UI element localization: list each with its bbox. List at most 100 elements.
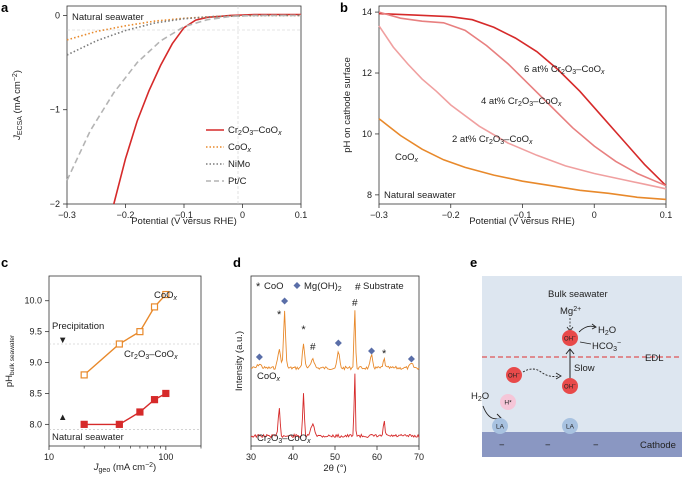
panel-c-ylabel: pHbulk seawater: [4, 334, 16, 387]
oh-ion-top: [562, 330, 578, 346]
panel-a-xtick-label: −0.2: [117, 210, 135, 220]
panel-c-ytick-label: 10.0: [24, 296, 42, 306]
panel-c-point: [136, 328, 144, 336]
mgoh2-diamond-marker: [334, 339, 342, 347]
panel-c-point: [115, 420, 123, 428]
panel-c-ylabel-sub: bulk seawater: [9, 334, 16, 375]
diffusion-arrowhead-icon: [555, 372, 562, 380]
panel-d-legend: * CoO Mg(OH)2 # Substrate: [256, 281, 404, 293]
cathode-region: [482, 432, 682, 457]
panel-d-frame: [250, 275, 420, 447]
panel-b-ytick-label: 12: [362, 68, 372, 78]
panel-b-series-1: [378, 11, 667, 187]
panel-b-chart: Natural seawater −0.3 −0.2 −0.1 0 0.1 8 10 12 14…: [342, 5, 673, 227]
panel-c-point: [80, 371, 88, 379]
oh-ion-edl: [562, 378, 578, 394]
panel-b-xtick-label: 0.1: [660, 210, 673, 220]
la-label: LA: [566, 424, 575, 431]
panel-c-point: [150, 303, 159, 311]
panel-b-xtick-label: −0.1: [514, 210, 532, 220]
panel-c-annotation-precipitation: Precipitation: [52, 321, 104, 332]
series-label-c-cr2o3: Cr2O3–CoOx: [124, 349, 178, 361]
oh-ion-left-label: OH−: [508, 372, 520, 380]
panel-label-e: e: [470, 255, 477, 270]
panel-a-ylabel: JECSA (mA cm−2): [12, 70, 24, 141]
panel-a-ytick-label: 0: [55, 10, 60, 20]
h2o-arrowhead-icon: [591, 323, 597, 330]
mg-label-main: Mg: [560, 306, 573, 317]
panel-c-xlabel-sup: −2: [145, 462, 153, 469]
panel-b-series-2: [378, 25, 667, 190]
coo-star-marker: *: [382, 348, 387, 360]
oh-sup: −: [573, 383, 576, 389]
panel-c-xlabel-main: J: [93, 462, 99, 473]
series-label-c-coox: CoOx: [154, 290, 178, 302]
panel-c-point: [162, 290, 170, 299]
hco3-main: HCO: [592, 341, 613, 352]
panel-c-chart: 10 100 8.0 8.5 9.0 9.5 10.0 Precipitation ▼ Na…: [4, 275, 202, 474]
legend-label-cr2o3: Cr2O3–CoOx: [228, 125, 282, 137]
panel-a-chart: Natural seawater −0.3 −0.2 −0.1 0 0.1 0 −1 −2 P…: [12, 5, 308, 227]
cathode-minus-signs: − − −: [499, 440, 599, 451]
panel-c-annotation-seawater: Natural seawater: [52, 432, 124, 443]
series-label-coox: CoOx: [395, 152, 419, 164]
legend-label-coo: CoO: [264, 281, 284, 292]
hco3-sup: −: [617, 340, 621, 347]
legend-label-mgoh2: Mg(OH)2: [304, 281, 342, 293]
panel-d-xtick-label: 40: [288, 452, 298, 462]
mgoh2-diamond-marker: [255, 353, 263, 361]
panel-b-ylabel: pH on cathode surface: [342, 57, 353, 153]
panel-a-frame: [66, 5, 302, 205]
legend-hash-icon: #: [355, 282, 361, 293]
panel-e-schematic: Bulk seawater Cathode − − − EDL Mg2+ OH−…: [471, 276, 682, 457]
minus-sign: −: [499, 440, 505, 451]
bulk-seawater-label: Bulk seawater: [548, 289, 608, 300]
panel-c-point: [136, 408, 144, 416]
panel-a-annotation: Natural seawater: [72, 12, 144, 23]
panel-d-xtick-label: 70: [414, 452, 424, 462]
legend-diamond-icon: [293, 282, 301, 289]
legend-star-icon: *: [256, 281, 261, 293]
panel-b-ytick-label: 10: [362, 129, 372, 139]
panel-c-xtick-label: 10: [44, 452, 54, 462]
legend-label-coox: CoOx: [228, 142, 252, 154]
oh-ion-edl-label: OH−: [564, 383, 576, 391]
panel-c-ytick-label: 8.0: [29, 419, 42, 429]
minus-sign: −: [545, 440, 551, 451]
panel-c-point: [162, 389, 170, 398]
la-site: [492, 418, 508, 434]
panel-a-ytick-label: −2: [50, 199, 60, 209]
oh-label: OH: [564, 385, 573, 391]
panel-b-xtick-label: 0: [592, 210, 597, 220]
arrow-up-icon: ▲: [58, 412, 67, 423]
panel-c-xlabel-end: ): [153, 462, 156, 473]
panel-c-xtick-label: 100: [158, 452, 173, 462]
panel-c-ytick-label: 8.5: [29, 388, 42, 398]
minus-sign: −: [593, 440, 599, 451]
panel-a-xlabel: Potential (V versus RHE): [131, 216, 237, 227]
panel-a-series-3: [66, 14, 301, 181]
panel-b-series-3: [378, 118, 667, 201]
panel-d-xtick-label: 30: [246, 452, 256, 462]
panel-a-ylabel-main: J: [12, 135, 23, 141]
panel-c-xlabel-sub: geo: [99, 467, 111, 474]
series-label-4at: 4 at% Cr2O3–CoOx: [481, 96, 562, 108]
substrate-hash-marker: #: [310, 342, 316, 353]
h2o-arrow: [578, 325, 596, 333]
panel-d-ylabel: Intensity (a.u.): [234, 331, 245, 391]
panel-a-series-0: [113, 13, 301, 205]
series-label-d-coox: CoOx: [257, 371, 281, 383]
panel-c-xlabel-unit: (mA cm: [110, 462, 145, 473]
panel-a-ylabel-unit: (mA cm: [12, 81, 23, 116]
panel-c-ytick-label: 9.0: [29, 358, 42, 368]
panel-a-legend: Cr2O3–CoOx CoOx NiMo Pt/C: [206, 125, 282, 187]
la-label: LA: [496, 424, 505, 431]
panel-a-xtick-label: 0.1: [295, 210, 308, 220]
mg-label-sup: 2+: [573, 306, 581, 313]
cathode-label: Cathode: [640, 440, 676, 451]
panel-c-frame: [48, 275, 202, 447]
oh-sup: −: [517, 372, 520, 378]
panel-a-xtick-label: −0.3: [58, 210, 76, 220]
oh-ion-top-label: OH−: [564, 335, 576, 343]
